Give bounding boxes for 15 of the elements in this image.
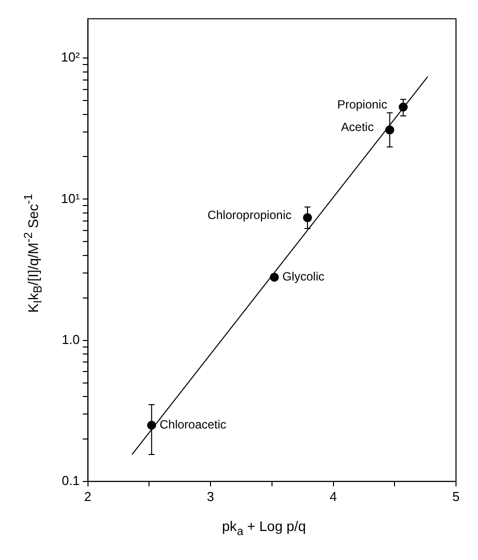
y-tick-label: 1.0 — [62, 332, 80, 347]
x-tick-label: 4 — [330, 488, 337, 504]
x-axis-title: pk$_{a}$ + Log p/q — [221, 518, 307, 538]
x-tick-label: 5 — [452, 488, 460, 504]
x-tick-label: 3 — [206, 488, 214, 504]
y-tick-label: 10¹ — [60, 190, 80, 206]
annotation: Chloropropionic — [207, 208, 292, 222]
x-tick-label: 2 — [84, 488, 92, 504]
y-tick-label: 10² — [60, 50, 80, 65]
annotation: Propionic — [337, 97, 388, 112]
annotation: Acetic — [341, 120, 374, 134]
annotation: Glycolic — [282, 270, 324, 284]
point — [270, 272, 279, 282]
y-tick-label: 0.1 — [62, 472, 80, 488]
annotation: Chloroacetic — [160, 418, 226, 432]
